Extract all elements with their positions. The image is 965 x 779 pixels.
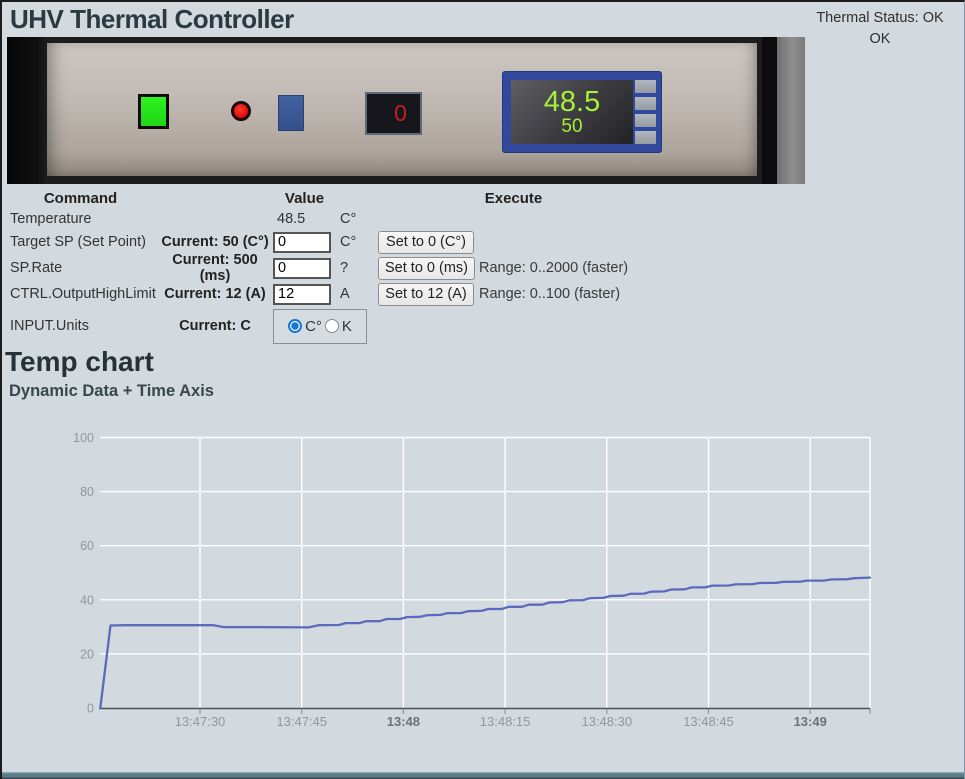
blue-button	[278, 95, 304, 131]
lcd-key	[635, 131, 656, 144]
lcd-key	[635, 80, 656, 93]
sp-rate-unit: ?	[340, 260, 349, 276]
panel-dark-bar	[762, 37, 777, 184]
lcd-setpoint-value: 50	[561, 116, 583, 137]
device-photo: 0 48.5 50	[7, 37, 805, 184]
row-temperature-label: Temperature	[10, 210, 92, 227]
device-front-face: 0 48.5 50	[47, 43, 757, 176]
svg-text:13:49: 13:49	[794, 714, 827, 729]
target-sp-unit: C°	[340, 234, 357, 250]
lcd-screen: 48.5 50	[511, 80, 633, 144]
lcd-key	[635, 114, 656, 127]
svg-text:13:47:30: 13:47:30	[175, 714, 226, 729]
row-output-high-limit-label: CTRL.OutputHighLimit	[10, 286, 156, 302]
svg-text:13:48: 13:48	[387, 714, 420, 729]
chart-section-subtitle: Dynamic Data + Time Axis	[9, 382, 214, 400]
sp-rate-range: Range: 0..2000 (faster)	[479, 260, 629, 276]
svg-text:13:48:15: 13:48:15	[480, 714, 531, 729]
green-indicator-button	[138, 94, 169, 129]
svg-text:100: 100	[73, 431, 94, 445]
row-target-sp-label: Target SP (Set Point)	[10, 234, 146, 250]
chart-section-title: Temp chart	[5, 346, 154, 377]
panel-gray-band	[777, 37, 805, 184]
sp-rate-set-button[interactable]: Set to 0 (ms)	[378, 256, 475, 280]
target-sp-current: Current: 50 (C°)	[161, 234, 269, 250]
svg-text:0: 0	[87, 702, 94, 716]
svg-text:13:48:30: 13:48:30	[581, 714, 632, 729]
seven-segment-display: 0	[365, 92, 422, 135]
column-header-execute: Execute	[484, 189, 543, 207]
seven-segment-value: 0	[394, 100, 407, 126]
output-high-limit-unit: A	[340, 286, 350, 302]
lcd-temperature-value: 48.5	[543, 86, 601, 118]
sp-rate-current: Current: 500 (ms)	[172, 252, 258, 284]
radio-celsius[interactable]	[288, 319, 303, 333]
sp-rate-input[interactable]	[273, 257, 331, 279]
thermal-status-value: OK	[869, 31, 891, 47]
lcd-module: 48.5 50	[503, 72, 661, 152]
output-high-limit-current: Current: 12 (A)	[164, 286, 266, 302]
svg-text:13:47:45: 13:47:45	[276, 714, 327, 729]
svg-text:40: 40	[80, 593, 94, 607]
row-sp-rate-label: SP.Rate	[10, 260, 63, 276]
units-radio-group: C° K	[273, 308, 367, 344]
temperature-value: 48.5	[277, 210, 306, 227]
svg-text:13:48:45: 13:48:45	[683, 714, 734, 729]
input-units-current: Current: C	[179, 318, 251, 334]
radio-celsius-label: C°	[305, 317, 322, 335]
thermal-status: Thermal Status: OK OK	[800, 8, 960, 50]
output-high-limit-set-button[interactable]: Set to 12 (A)	[378, 282, 474, 306]
temp-chart: 0 20 40 60 80 100 13:47:30 13:47:45 13:48 13:48:1…	[73, 431, 872, 729]
svg-text:80: 80	[80, 485, 94, 499]
svg-text:60: 60	[80, 539, 94, 553]
lcd-key	[635, 97, 656, 110]
lcd-key-column	[635, 80, 656, 144]
page-title: UHV Thermal Controller	[10, 4, 294, 34]
output-high-limit-input[interactable]	[273, 283, 331, 305]
red-led-indicator	[231, 101, 251, 121]
radio-kelvin[interactable]	[324, 319, 339, 333]
svg-text:20: 20	[80, 647, 94, 661]
output-high-limit-range: Range: 0..100 (faster)	[479, 286, 621, 302]
column-header-command: Command	[43, 189, 118, 207]
target-sp-set-button[interactable]: Set to 0 (C°)	[378, 230, 474, 254]
radio-kelvin-label: K	[341, 317, 352, 335]
temperature-unit: C°	[340, 210, 357, 227]
thermal-status-label: Thermal Status: OK	[816, 10, 944, 26]
target-sp-input[interactable]	[273, 231, 331, 253]
command-table: Command Value Execute Temperature 48.5 C…	[4, 188, 649, 345]
row-input-units-label: INPUT.Units	[10, 318, 89, 334]
column-header-value: Value	[284, 189, 325, 207]
